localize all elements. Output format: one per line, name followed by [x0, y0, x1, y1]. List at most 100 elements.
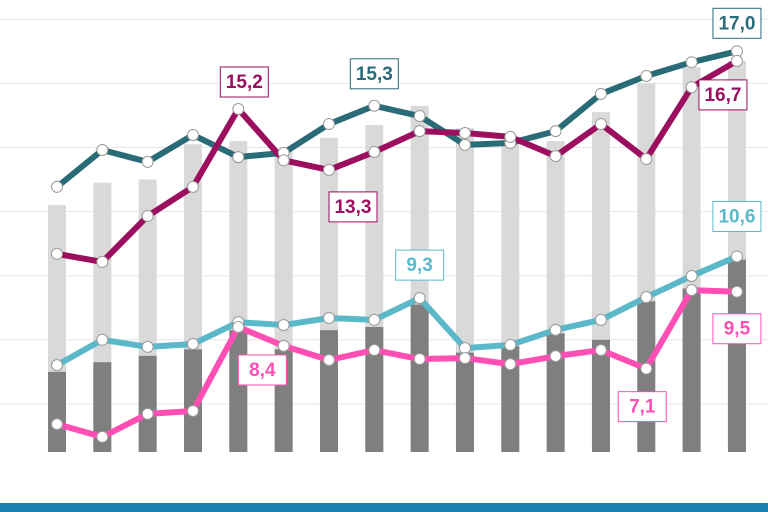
data-label: 16,7: [698, 79, 748, 111]
bar: [138, 355, 157, 452]
data-label-text: 9,3: [406, 255, 432, 276]
bar: [48, 371, 66, 452]
point: [141, 407, 154, 420]
point: [640, 291, 653, 304]
bar: [501, 346, 520, 452]
point: [96, 255, 109, 268]
label-box: [349, 58, 399, 90]
bar: [93, 362, 112, 452]
label-box: [712, 200, 762, 232]
point: [685, 270, 698, 283]
point: [549, 350, 562, 363]
data-label: 15,3: [349, 58, 399, 90]
point: [51, 180, 63, 193]
point: [640, 153, 653, 166]
point: [594, 87, 607, 100]
point: [322, 312, 335, 325]
bar: [183, 349, 202, 452]
point: [413, 292, 426, 305]
data-label: 9,5: [712, 313, 762, 345]
point: [96, 333, 109, 346]
point: [141, 210, 154, 223]
bar: [637, 301, 656, 452]
point: [458, 127, 471, 140]
label-box: [712, 7, 762, 39]
point: [368, 344, 381, 357]
data-label: 9,3: [395, 249, 445, 281]
point: [458, 138, 471, 151]
bar: [682, 288, 701, 452]
point: [685, 284, 698, 297]
point: [51, 418, 63, 431]
bar: [365, 326, 384, 452]
point: [51, 247, 63, 260]
point: [685, 56, 698, 69]
data-label: 15,2: [219, 66, 269, 98]
data-label-text: 7,1: [629, 397, 656, 418]
point: [594, 344, 607, 357]
point: [413, 110, 426, 123]
point: [368, 145, 381, 158]
data-label-text: 15,3: [356, 64, 393, 85]
label-box: [237, 354, 287, 386]
bar: [410, 304, 429, 452]
point: [186, 128, 199, 141]
point: [232, 151, 245, 164]
data-label-text: 16,7: [704, 85, 741, 106]
point: [186, 404, 199, 417]
point: [730, 54, 743, 67]
bar: [727, 259, 746, 452]
label-box: [395, 249, 445, 281]
point: [277, 339, 290, 352]
label-box: [698, 79, 748, 111]
line: [55, 48, 738, 190]
point: [96, 144, 109, 157]
label-box: [617, 391, 667, 423]
label-box: [712, 313, 762, 345]
point: [413, 125, 426, 138]
bar: [591, 339, 610, 452]
point: [96, 430, 109, 443]
point: [186, 337, 199, 350]
data-label-text: 9,5: [724, 319, 751, 340]
point: [730, 285, 743, 298]
point: [549, 125, 562, 138]
data-label: 8,4: [237, 354, 287, 386]
point: [504, 338, 517, 351]
data-label-text: 17,0: [718, 13, 755, 34]
bar: [546, 333, 565, 452]
point: [458, 342, 471, 355]
data-label: 10,6: [712, 200, 762, 232]
data-label: 7,1: [617, 391, 667, 423]
data-label: 13,3: [328, 191, 378, 223]
data-label-text: 10,6: [718, 206, 755, 227]
point: [277, 319, 290, 332]
point: [232, 320, 245, 333]
data-label-text: 8,4: [249, 360, 276, 381]
point: [322, 163, 335, 176]
data-label-text: 15,2: [226, 72, 263, 93]
point: [549, 150, 562, 163]
label-box: [219, 66, 269, 98]
point: [685, 81, 698, 94]
point: [51, 359, 63, 372]
point: [504, 358, 517, 371]
line: [55, 253, 739, 368]
point: [640, 362, 653, 375]
point: [458, 352, 471, 365]
point: [640, 69, 653, 82]
data-label: 17,0: [712, 7, 762, 39]
point: [277, 154, 290, 167]
bar: [319, 330, 338, 452]
line: [56, 287, 738, 440]
point: [594, 118, 607, 131]
point: [368, 313, 381, 326]
point: [730, 250, 743, 263]
point: [141, 340, 154, 353]
point: [232, 102, 245, 115]
point: [413, 353, 426, 366]
line: [56, 58, 739, 265]
point: [594, 313, 607, 326]
bar: [455, 352, 474, 452]
